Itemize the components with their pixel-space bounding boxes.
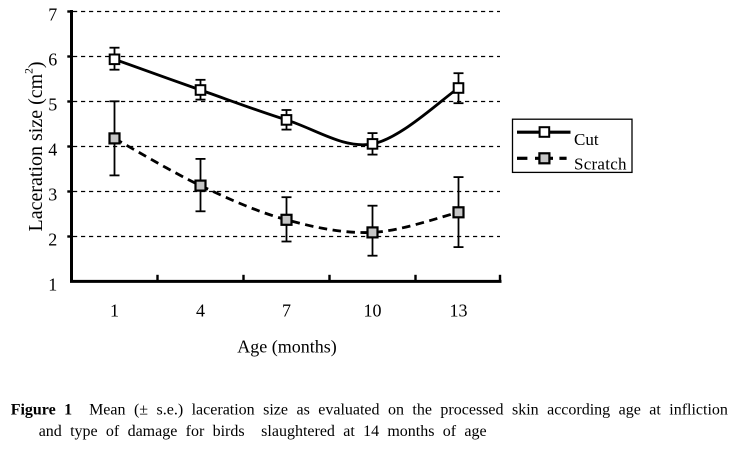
svg-text:13: 13: [450, 301, 468, 321]
svg-text:Laceration size (cm2): Laceration size (cm2): [24, 61, 48, 231]
svg-text:4: 4: [48, 139, 57, 159]
svg-text:and type of damage for birds: and type of damage for birds slaughtered…: [39, 423, 487, 440]
svg-text:2: 2: [48, 229, 57, 249]
svg-text:3: 3: [48, 184, 57, 204]
svg-text:Figure 1 Mean (± s.e.) lacera: Figure 1 Mean (± s.e.) laceration size a…: [11, 402, 728, 419]
svg-text:7: 7: [48, 4, 57, 24]
svg-text:5: 5: [48, 94, 57, 114]
svg-text:4: 4: [196, 301, 205, 321]
svg-text:1: 1: [48, 274, 57, 294]
svg-text:7: 7: [282, 301, 291, 321]
svg-text:Age (months): Age (months): [237, 337, 336, 358]
svg-text:Scratch: Scratch: [574, 154, 627, 173]
svg-text:10: 10: [364, 301, 382, 321]
svg-text:1: 1: [110, 301, 119, 321]
svg-text:Cut: Cut: [574, 130, 599, 149]
svg-text:6: 6: [48, 49, 57, 69]
